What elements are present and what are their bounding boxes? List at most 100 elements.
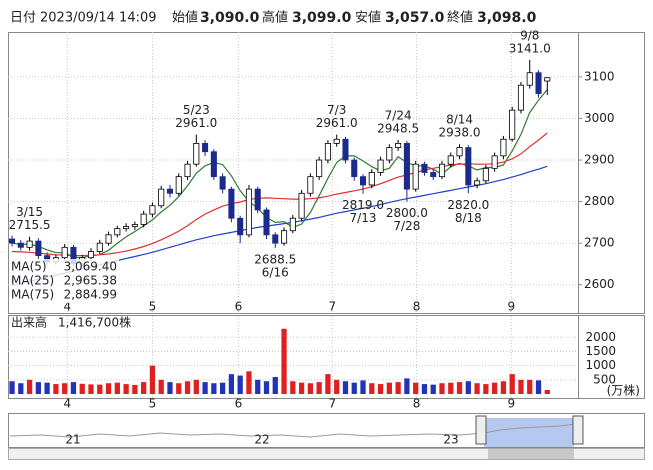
volume-bar bbox=[377, 384, 384, 394]
y-tick-label: 2000 bbox=[585, 330, 616, 344]
navigator: 21 22 23 bbox=[8, 413, 645, 460]
volume-bar bbox=[202, 382, 208, 394]
volume-bar bbox=[44, 382, 50, 394]
candle-body bbox=[263, 209, 270, 236]
candle-body bbox=[395, 143, 402, 148]
x-tick-label: 6 bbox=[235, 300, 243, 314]
candle-body bbox=[149, 205, 156, 215]
candle-body bbox=[202, 143, 209, 153]
annotation-date: 7/3 bbox=[327, 103, 346, 117]
volume-bar bbox=[97, 384, 103, 394]
navigator-label: 21 bbox=[65, 433, 80, 447]
x-tick-label: 5 bbox=[149, 300, 157, 314]
legend-name: MA(75) bbox=[11, 288, 54, 302]
candle-body bbox=[131, 224, 138, 227]
candle-body bbox=[9, 238, 16, 244]
legend-box bbox=[9, 259, 119, 303]
scrollbar[interactable] bbox=[8, 448, 645, 460]
candle-body bbox=[324, 143, 331, 161]
annotation-value: 2715.5 bbox=[9, 218, 51, 232]
annotation-date: 6/16 bbox=[262, 265, 289, 279]
candle-body bbox=[456, 147, 463, 157]
volume-title: 出来高 bbox=[11, 315, 47, 330]
volume-bar bbox=[334, 379, 340, 394]
annotation-date: 3/15 bbox=[16, 205, 43, 219]
y-tick-label: 2600 bbox=[584, 277, 615, 291]
candle-body bbox=[359, 176, 367, 186]
candle-body bbox=[289, 217, 296, 232]
navigator-handle-left[interactable] bbox=[475, 415, 487, 445]
header-field-value: 3,057.0 bbox=[385, 10, 445, 26]
x-tick-label: 8 bbox=[413, 397, 421, 411]
annotation-date: 7/24 bbox=[385, 108, 412, 122]
volume-bar bbox=[228, 374, 235, 394]
annotation-date: 5/23 bbox=[183, 103, 210, 117]
candle-body bbox=[403, 143, 410, 190]
candle-body bbox=[26, 240, 33, 248]
x-tick-label: 6 bbox=[235, 397, 243, 411]
volume-bar bbox=[211, 383, 217, 394]
candle-body bbox=[447, 155, 454, 165]
navigator-line bbox=[9, 423, 576, 438]
volume-bar bbox=[114, 382, 120, 394]
candle-body bbox=[509, 109, 516, 140]
annotation-value: 2820.0 bbox=[447, 198, 489, 212]
header-field-label: 始値 bbox=[172, 10, 198, 26]
header-field-label: 安値 bbox=[355, 10, 381, 26]
candle-body bbox=[272, 234, 279, 244]
candle-body bbox=[219, 176, 226, 190]
candle-body bbox=[316, 159, 323, 178]
volume-bar bbox=[298, 382, 305, 394]
y-tick-label: 2900 bbox=[584, 153, 615, 167]
header-field-value: 3,098.0 bbox=[477, 10, 537, 26]
volume-bar bbox=[492, 382, 498, 394]
volume-bar bbox=[351, 382, 357, 394]
volume-bar bbox=[281, 328, 287, 394]
volume-bar bbox=[395, 382, 401, 394]
candle-body bbox=[526, 72, 533, 86]
x-tick-label: 4 bbox=[63, 300, 71, 314]
legend-value: 2,965.38 bbox=[64, 274, 117, 288]
candle-body bbox=[307, 176, 314, 194]
volume-bar bbox=[386, 382, 392, 394]
candle-body bbox=[517, 84, 524, 111]
volume-bar bbox=[255, 379, 261, 394]
candle-body bbox=[298, 192, 305, 219]
annotation-value: 3141.0 bbox=[509, 41, 551, 55]
candle-body bbox=[281, 230, 288, 244]
volume-bar bbox=[35, 382, 41, 394]
x-tick-label: 5 bbox=[149, 397, 157, 411]
candle-body bbox=[123, 226, 130, 230]
candle-body bbox=[465, 147, 472, 186]
volume-bar bbox=[141, 382, 147, 394]
scrollbar-thumb[interactable] bbox=[488, 449, 574, 459]
volume-bar bbox=[149, 365, 156, 394]
header-label: 日付 bbox=[10, 11, 36, 26]
candle-body bbox=[166, 188, 174, 194]
annotation-value: 2938.0 bbox=[439, 126, 481, 140]
legend-value: 2,884.99 bbox=[64, 288, 117, 302]
x-tick-label: 7 bbox=[328, 397, 336, 411]
navigator-handle-right[interactable] bbox=[572, 415, 584, 445]
navigator-label: 22 bbox=[254, 433, 269, 447]
header-field-value: 3,090.0 bbox=[200, 10, 260, 26]
legend-value: 3,069.40 bbox=[64, 260, 117, 274]
volume-bar bbox=[316, 382, 322, 394]
candle-body bbox=[228, 188, 235, 219]
candle-body bbox=[377, 159, 384, 173]
ma-line bbox=[11, 132, 548, 257]
candle-body bbox=[105, 234, 112, 244]
candle-body bbox=[158, 188, 165, 207]
header-datetime: 2023/09/14 14:09 bbox=[40, 11, 157, 26]
candle-body bbox=[342, 138, 349, 161]
y-tick-label: 2700 bbox=[584, 236, 615, 250]
candle-body bbox=[61, 246, 68, 259]
volume-bar bbox=[474, 383, 480, 394]
header-field-label: 高値 bbox=[262, 10, 288, 26]
volume-bar bbox=[176, 383, 182, 394]
candle-body bbox=[438, 163, 446, 178]
candle-body bbox=[482, 167, 489, 182]
volume-bar bbox=[465, 381, 471, 394]
